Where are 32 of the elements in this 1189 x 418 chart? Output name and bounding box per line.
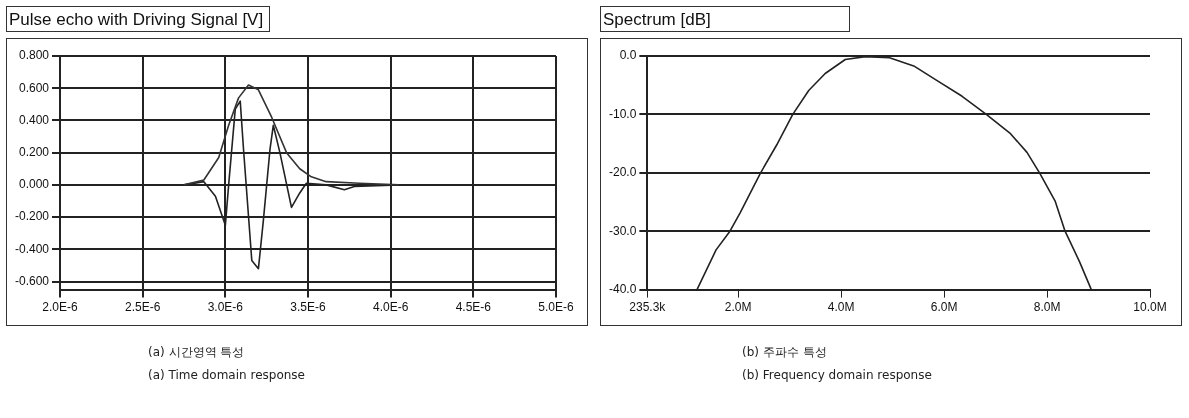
- text: (a) 시간영역 특성: [148, 344, 245, 361]
- x-tick-label: 10.0M: [1133, 300, 1167, 315]
- x-tick-label: 2.5E-6: [125, 300, 161, 315]
- y-tick-label: -0.200: [14, 209, 50, 224]
- x-tick-label: 3.0E-6: [207, 300, 244, 315]
- x-tick-label: 5.0E-6: [538, 300, 574, 315]
- y-tick-label: -0.400: [14, 241, 50, 256]
- y-tick-label: 0.800: [18, 48, 50, 63]
- x-tick-label: 4.0M: [827, 300, 855, 315]
- y-tick-label: -40.0: [608, 281, 637, 296]
- y-tick-label: -20.0: [608, 165, 637, 180]
- text: (b) 주파수 특성: [742, 344, 827, 361]
- y-tick-label: 0.200: [18, 144, 50, 159]
- x-tick-label: 3.5E-6: [290, 300, 327, 315]
- y-tick-label: -10.0: [608, 106, 637, 121]
- y-tick-label: -30.0: [608, 223, 637, 238]
- y-tick-label: 0.000: [18, 177, 50, 192]
- x-tick-label: 235.3k: [629, 300, 667, 315]
- y-tick-label: 0.600: [18, 80, 50, 95]
- x-tick-label: 4.5E-6: [455, 300, 492, 315]
- x-tick-label: 6.0M: [930, 300, 958, 315]
- y-tick-label: 0.0: [619, 48, 637, 63]
- x-tick-label: 8.0M: [1033, 300, 1061, 315]
- chart-title: Pulse echo with Driving Signal [V]: [6, 6, 271, 32]
- x-tick-label: 4.0E-6: [373, 300, 409, 315]
- y-tick-label: -0.600: [14, 273, 50, 288]
- x-tick-label: 2.0E-6: [42, 300, 79, 315]
- chart-title: Spectrum [dB]: [600, 6, 850, 32]
- y-tick-label: 0.400: [18, 112, 50, 127]
- text: (b) Frequency domain response: [742, 368, 932, 382]
- text: (a) Time domain response: [148, 368, 305, 382]
- x-tick-label: 2.0M: [724, 300, 752, 315]
